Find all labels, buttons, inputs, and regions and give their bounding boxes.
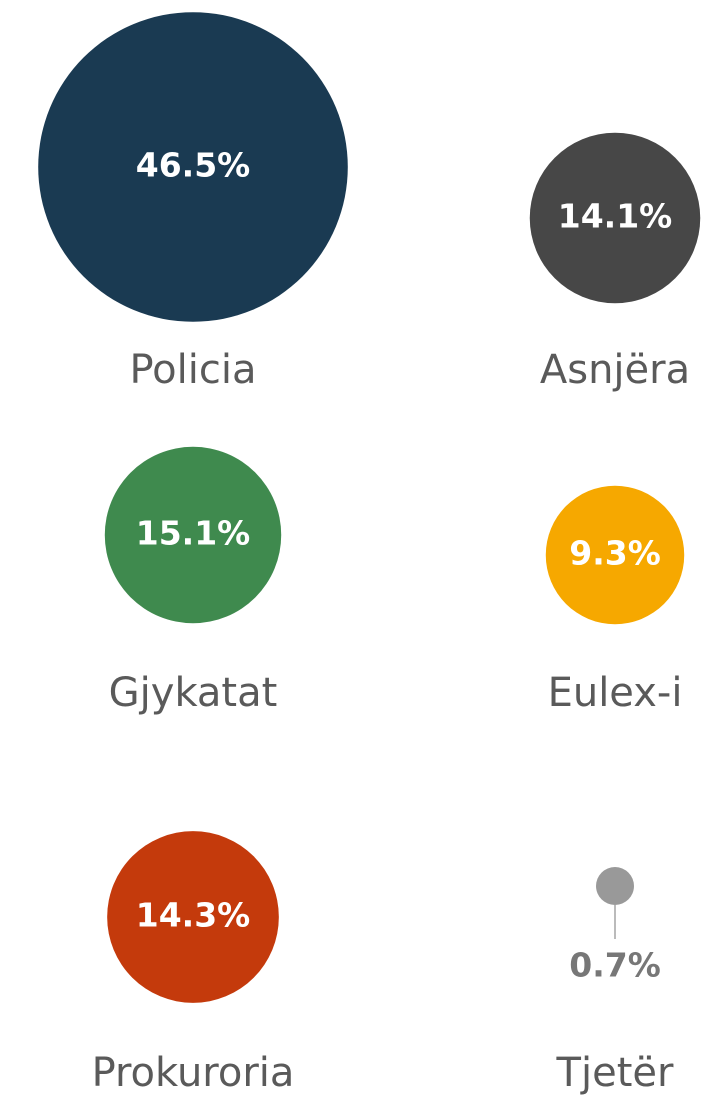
value-label: 0.7% [569,945,661,984]
bubble [107,831,279,1003]
bubble [529,132,701,304]
category-label: Policia [129,347,256,393]
value-label: 15.1% [136,514,251,553]
value-label: 14.1% [558,197,673,236]
value-label: 9.3% [569,534,661,573]
value-label: 46.5% [136,146,251,185]
value-label: 14.3% [136,896,251,935]
category-label: Asnjëra [540,347,690,393]
category-label: Eulex-i [548,670,683,716]
category-label: Gjykatat [109,670,278,716]
bubble [545,485,685,625]
category-label: Prokuroria [92,1050,295,1096]
bubble [104,446,282,624]
category-label: Tjetër [556,1050,674,1096]
bubble [596,867,634,905]
bubble [38,12,348,322]
